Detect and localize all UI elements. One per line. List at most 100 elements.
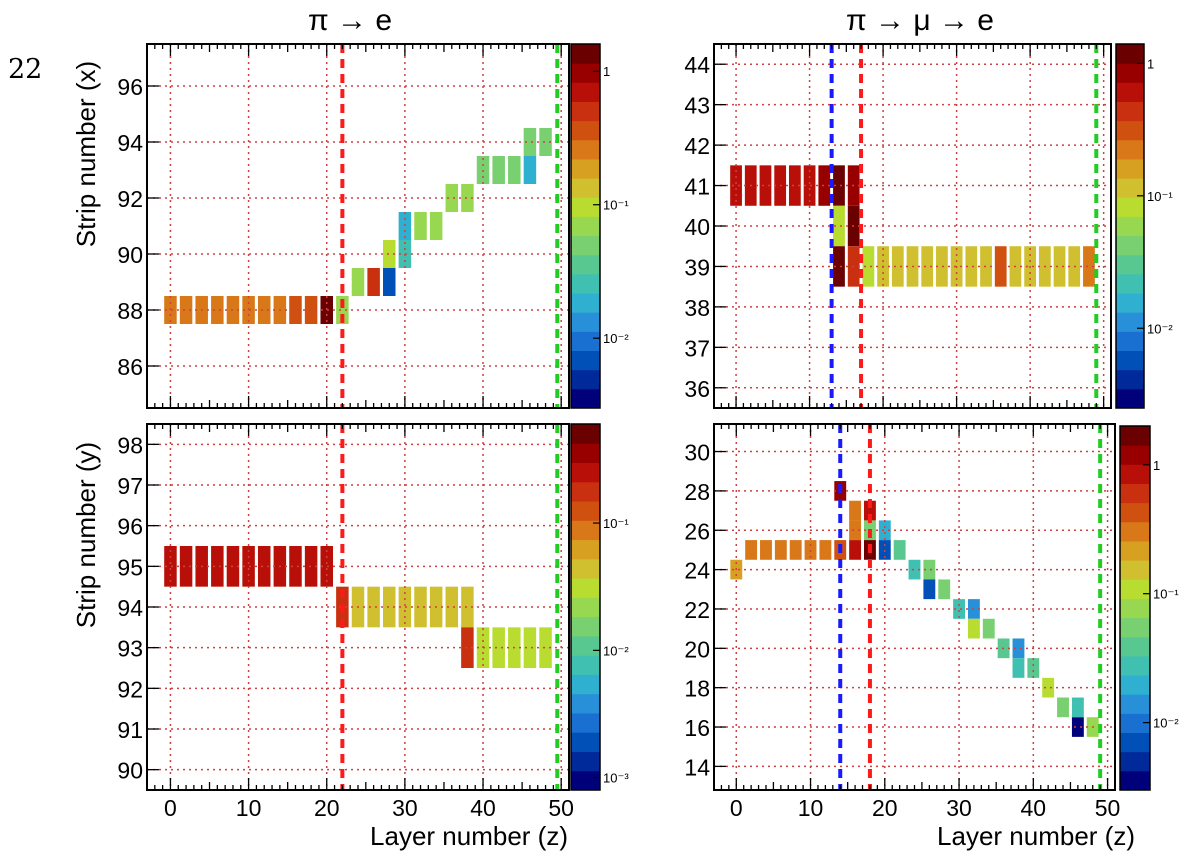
y-tick-label: 16	[684, 715, 710, 741]
x-tick-label: 20	[314, 795, 340, 821]
heatmap-cell	[179, 296, 193, 324]
x-tick-label: 40	[1021, 795, 1047, 821]
y-tick-label: 38	[684, 295, 710, 321]
colorbar-segment	[571, 216, 600, 237]
colorbar-segment	[571, 655, 600, 675]
heatmap-cell	[179, 546, 193, 587]
colorbar-segment	[571, 139, 600, 160]
heatmap-cell	[1083, 246, 1095, 287]
colorbar-tick-label: 10⁻²	[1147, 321, 1173, 336]
colorbar-segment	[571, 369, 600, 390]
heatmap-cell	[367, 586, 380, 628]
colorbar-segment	[1116, 273, 1144, 294]
colorbar-segment	[571, 693, 600, 714]
heatmap-cell	[980, 246, 992, 287]
colorbar-segment	[571, 481, 600, 502]
colorbar-segment	[571, 674, 600, 695]
colorbar-segment	[571, 388, 600, 409]
y-tick-label: 44	[684, 52, 710, 78]
x-axis-label: Layer number (z)	[937, 821, 1135, 851]
y-tick-label: 40	[684, 214, 710, 240]
colorbar-segment	[571, 44, 600, 64]
heatmap-cell	[523, 627, 537, 668]
y-tick-label: 95	[117, 554, 143, 580]
y-tick-label: 24	[684, 558, 710, 584]
colorbar-segment	[1120, 770, 1150, 791]
heatmap-cell	[862, 246, 875, 287]
colorbar-segment	[1120, 445, 1150, 465]
colorbar-segment	[1116, 120, 1144, 141]
heatmap-cell	[1057, 697, 1069, 718]
heatmap-cell	[383, 586, 396, 628]
heatmap-cell	[804, 540, 817, 560]
y-tick-label: 96	[117, 74, 143, 100]
y-tick-label: 26	[684, 518, 710, 544]
colorbar-tick-label: 10⁻²	[603, 331, 629, 346]
heatmap-cell	[398, 586, 412, 628]
x-tick-label: 30	[392, 795, 418, 821]
heatmap-cell	[833, 205, 845, 247]
colorbar-segment	[571, 539, 600, 560]
y-tick-label: 92	[117, 676, 143, 702]
colorbar-segment	[1120, 560, 1150, 580]
colorbar-segment	[571, 101, 600, 122]
y-tick-label: 30	[684, 440, 710, 466]
heatmap-panel-pi-mu-e-x: 36 37 38 39 40 41 42 43 44 1 10⁻¹ 10⁻²	[684, 43, 1173, 409]
colorbar-segment	[1120, 598, 1150, 619]
y-tick-label: 41	[684, 174, 710, 200]
colorbar-segment	[1120, 751, 1150, 772]
y-tick-label: 42	[684, 133, 710, 159]
colorbar-segment	[571, 597, 600, 618]
heatmap-cell	[445, 586, 459, 628]
colorbar-segment	[1120, 694, 1150, 714]
heatmap-cell	[849, 540, 862, 560]
colorbar-segment	[1116, 312, 1144, 332]
colorbar-segment	[1116, 82, 1144, 102]
y-tick-label: 98	[117, 432, 143, 458]
y-tick-label: 92	[117, 186, 143, 212]
x-tick-label: 50	[1095, 795, 1121, 821]
heatmap-cell	[953, 599, 965, 619]
heatmap-cell	[967, 618, 980, 639]
heatmap-cell	[921, 246, 934, 287]
colorbar-tick-label: 10⁻²	[603, 643, 629, 658]
plot-frame	[713, 423, 1116, 791]
heatmap-cell	[164, 546, 177, 587]
colorbar-segment	[571, 501, 600, 521]
heatmap-cell	[508, 156, 521, 184]
colorbar-segment	[1120, 636, 1150, 657]
colorbar-segment	[571, 350, 600, 371]
y-tick-label: 90	[117, 758, 143, 784]
heatmap-cell	[289, 546, 302, 587]
colorbar-segment	[571, 235, 600, 256]
y-tick-label: 14	[684, 754, 710, 780]
y-tick-label: 96	[117, 514, 143, 540]
colorbar-segment	[1116, 44, 1144, 64]
heatmap-cell	[304, 546, 318, 587]
colorbar-segment	[1116, 158, 1144, 179]
colorbar-segment	[571, 635, 600, 656]
colorbar-frame	[1119, 425, 1151, 791]
heatmap-cell	[539, 627, 552, 668]
y-axis-label: Strip number (x)	[71, 61, 101, 247]
x-tick-label: 30	[946, 795, 972, 821]
colorbar-segment	[571, 312, 600, 332]
heatmap-cell	[923, 579, 936, 600]
heatmap-cell	[383, 240, 396, 268]
colorbar-segment	[571, 578, 600, 598]
y-tick-label: 28	[684, 479, 710, 505]
colorbar-tick-label: 10⁻¹	[1153, 587, 1179, 602]
heatmap-cell	[539, 128, 552, 156]
heatmap-cell	[211, 296, 224, 324]
y-tick-label: 43	[684, 93, 710, 119]
heatmap-cell	[414, 586, 427, 628]
y-tick-label: 36	[684, 376, 710, 402]
y-tick-label: 22	[684, 597, 710, 623]
heatmap-cell	[878, 540, 891, 560]
x-tick-label: 40	[470, 795, 496, 821]
colorbar-segment	[571, 63, 600, 83]
heatmap-cell	[1012, 638, 1025, 659]
y-tick-label: 91	[117, 717, 143, 743]
colorbar-segment	[571, 293, 600, 313]
